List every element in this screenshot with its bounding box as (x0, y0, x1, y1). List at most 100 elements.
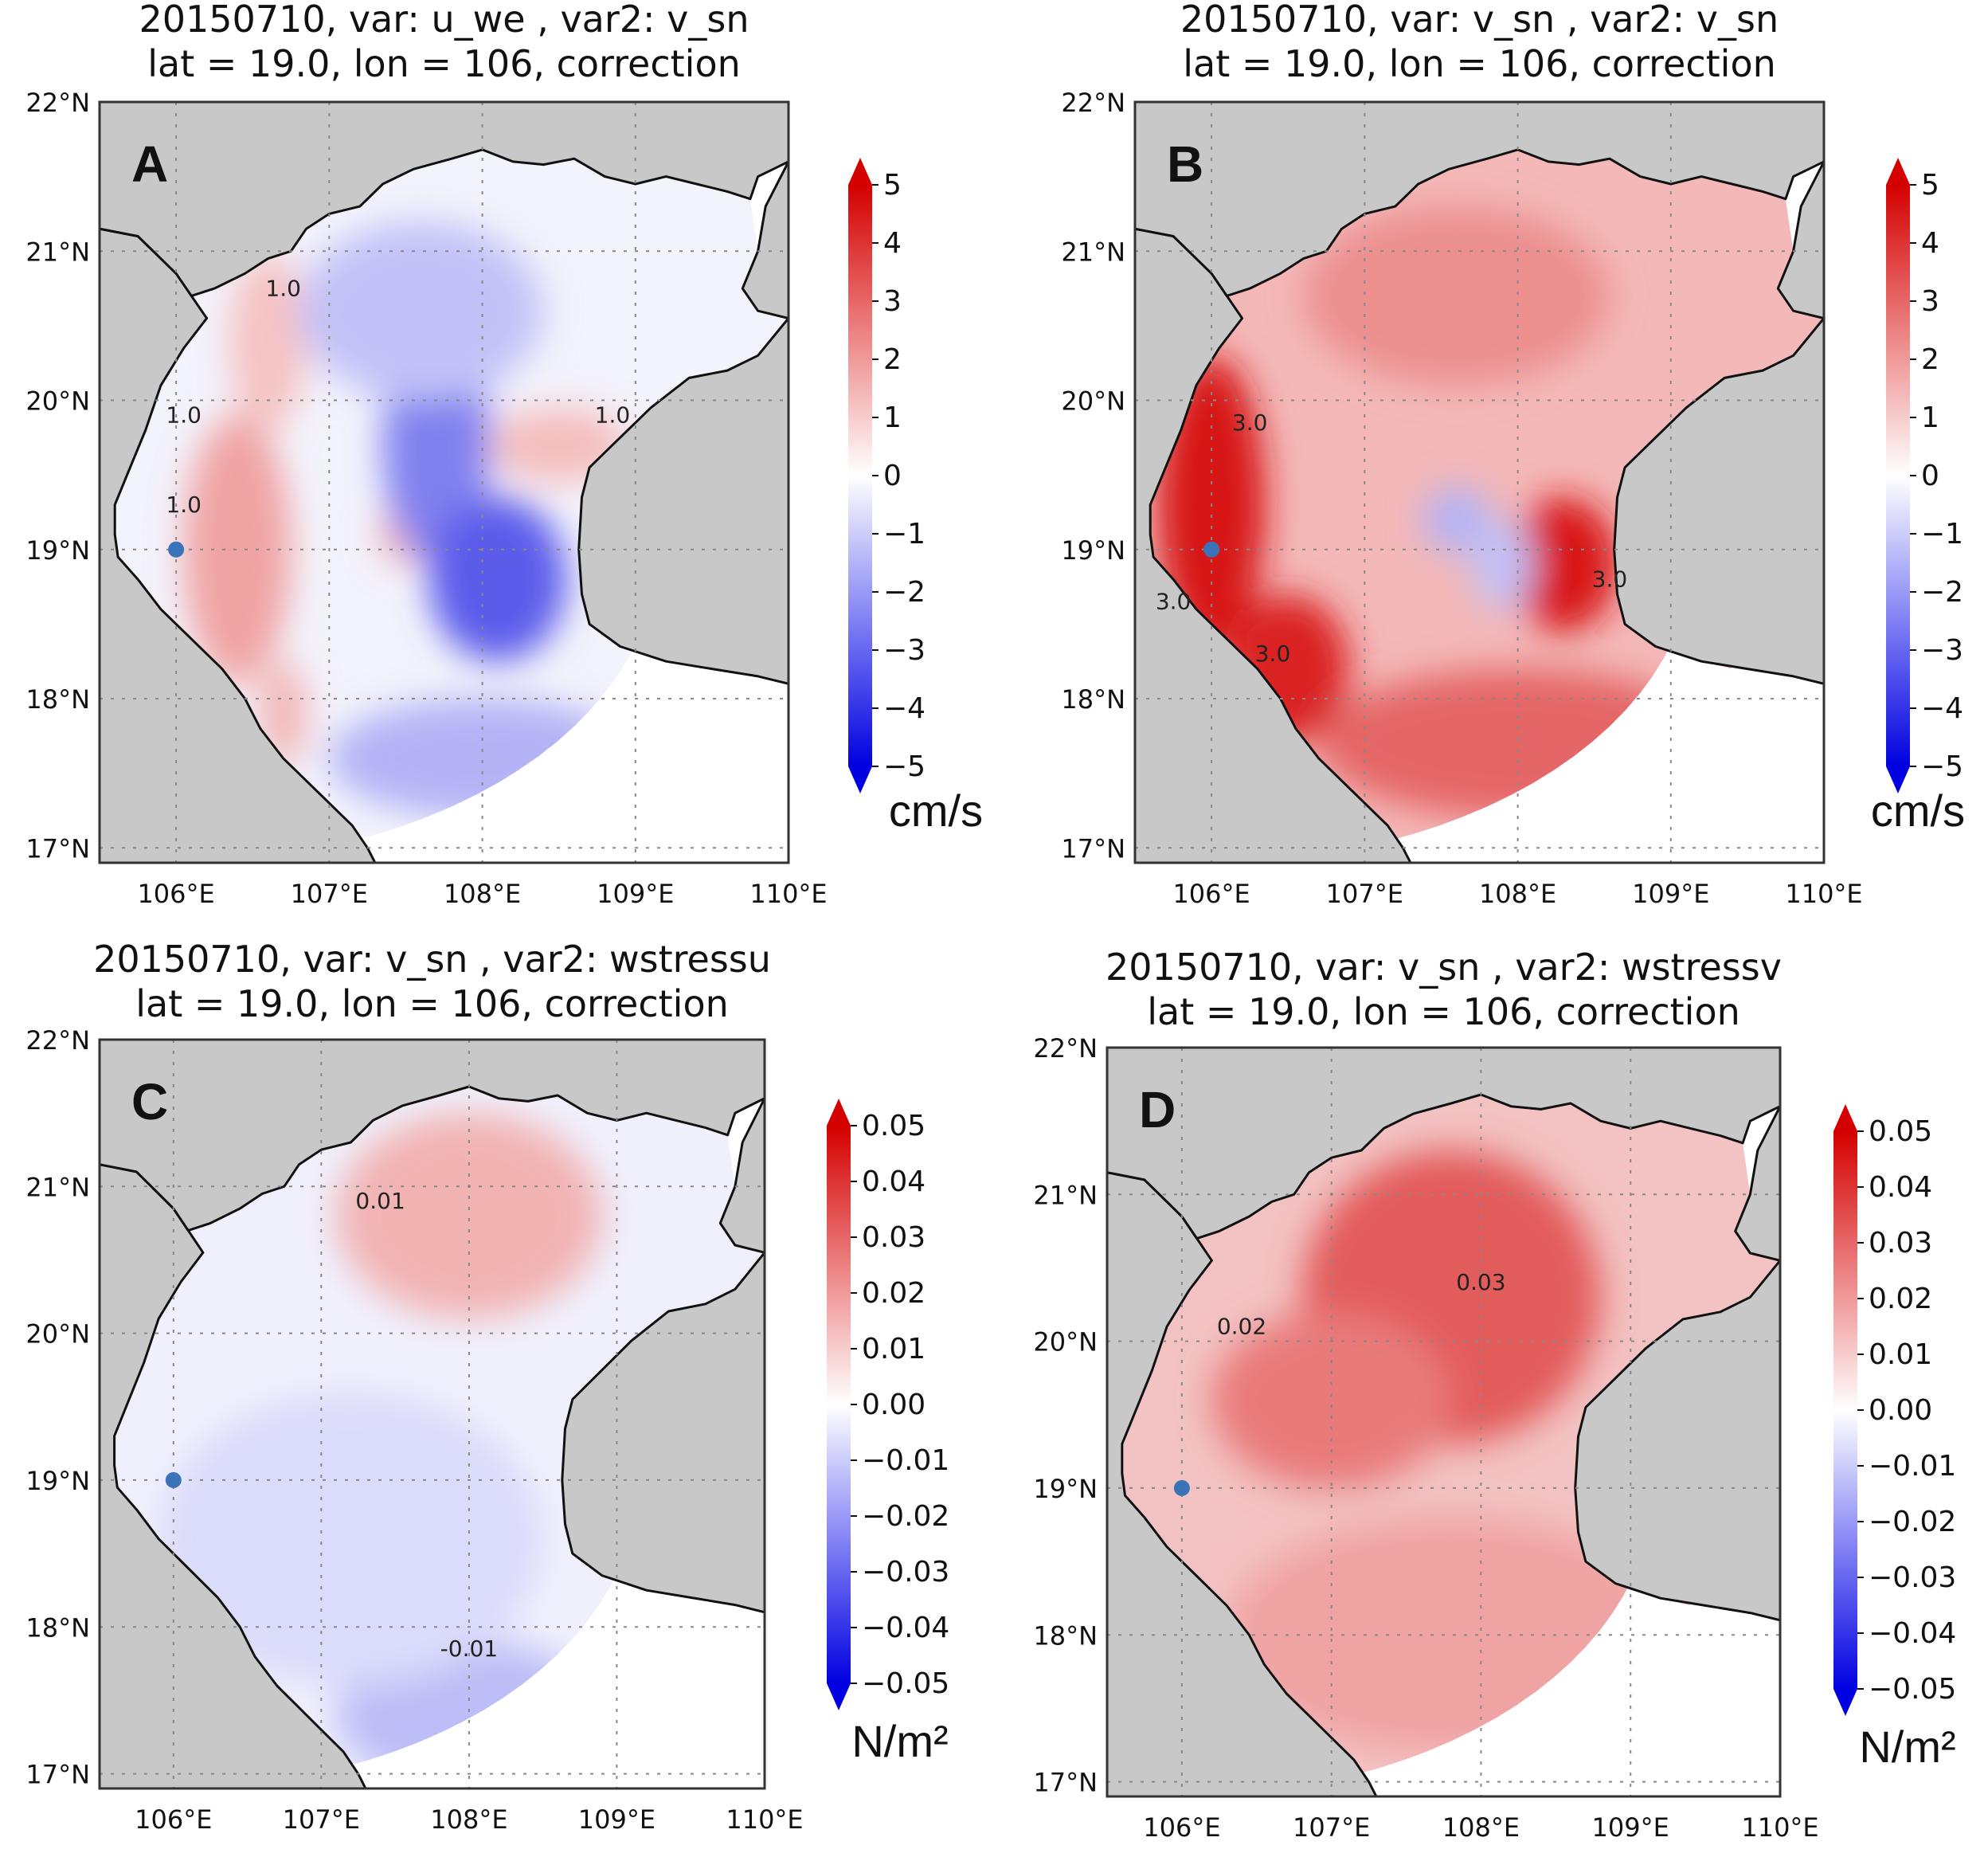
colorbar-tick-label: 5 (1921, 169, 1939, 202)
land (1135, 102, 1824, 863)
gridlines (1107, 1048, 1780, 1796)
colorbar-tick-label: 1 (883, 402, 902, 434)
colorbar-tick-label: −1 (1921, 518, 1963, 550)
landmass (1107, 1048, 1780, 1240)
x-tick-label: 109°E (578, 1804, 655, 1835)
y-tick-label: 20°N (1061, 386, 1125, 417)
y-tick-label: 18°N (25, 1612, 90, 1643)
colorbar-tick-label: 1 (1921, 402, 1939, 434)
land (1107, 1048, 1780, 1796)
panel-letter: B (1167, 135, 1203, 193)
panel-d: 20150710, var: v_sn , var2: wstressvlat … (1033, 946, 1956, 1843)
field-blob (1303, 206, 1610, 386)
contour-label: 1.0 (166, 492, 202, 518)
y-tick-label: 20°N (1033, 1327, 1098, 1357)
colorbar-gradient (848, 185, 872, 766)
colorbar-tick-label: −0.03 (1869, 1561, 1956, 1594)
colorbar-tick-label: 0 (883, 460, 902, 492)
colorbar-tick-label: 0.04 (862, 1165, 926, 1198)
panel-letter: A (131, 135, 168, 193)
x-tick-label: 110°E (1741, 1812, 1818, 1843)
panel-title-line1: 20150710, var: v_sn , var2: v_sn (1180, 0, 1779, 41)
contour-label: 1.0 (265, 275, 301, 301)
y-tick-label: 19°N (25, 535, 90, 566)
colorbar-tick-label: −0.01 (1869, 1450, 1956, 1483)
landmass (718, 1097, 765, 1254)
colorbar-top-arrow (1833, 1104, 1857, 1131)
colorbar-tick-label: 0.05 (1869, 1115, 1932, 1148)
colorbar-tick-label: −0.01 (862, 1444, 949, 1477)
field-blob (1471, 519, 1533, 609)
reference-point-marker (165, 1471, 182, 1488)
reference-point-marker (168, 541, 185, 558)
colorbar-tick-label: 0.00 (862, 1389, 926, 1421)
colorbar-tick-label: −5 (1921, 750, 1963, 783)
x-tick-label: 107°E (291, 879, 368, 909)
colorbar-tick-label: 5 (883, 169, 902, 202)
landmass (741, 160, 789, 319)
field-blob (335, 1113, 602, 1319)
panel-title-line2: lat = 19.0, lon = 106, correction (135, 982, 729, 1025)
colorbar-gradient (1886, 185, 1910, 766)
landmass (100, 1040, 765, 1232)
colorbar: 5 4 3 2 1 0 −1 −2 −3 −4 −5 (1886, 158, 1963, 793)
y-tick-label: 18°N (1033, 1620, 1098, 1651)
land (100, 1040, 765, 1788)
landmass (1734, 1105, 1780, 1262)
colorbar-tick-label: −2 (1921, 576, 1963, 609)
gridlines (1135, 102, 1824, 863)
field-blob (1509, 497, 1618, 632)
colorbar-tick-label: 0 (1921, 460, 1939, 492)
axes-frame (1106, 1046, 1782, 1798)
colorbar-tick-label: 0.01 (1869, 1338, 1932, 1371)
colorbar-bottom-arrow (1833, 1689, 1857, 1716)
landmass (1135, 102, 1824, 297)
colorbar-bottom-arrow (1886, 766, 1910, 793)
colorbar-tick-label: 0.02 (862, 1277, 926, 1310)
panel-letter: D (1139, 1081, 1176, 1138)
x-tick-label: 107°E (1326, 879, 1403, 909)
field-blob (1423, 487, 1490, 553)
colorbar-unit-label: N/m² (851, 1716, 948, 1766)
landmass (100, 227, 377, 863)
landmass (561, 1251, 765, 1614)
colorbar-tick-label: 0.03 (862, 1221, 926, 1254)
gridlines (100, 1040, 765, 1788)
reference-point-marker (1203, 541, 1220, 558)
colorbar-tick-label: 3 (1921, 285, 1939, 318)
colorbar-unit-label: N/m² (1859, 1722, 1955, 1772)
y-tick-label: 19°N (25, 1466, 90, 1496)
contour-label: 1.0 (595, 402, 631, 429)
field-blob (429, 497, 567, 662)
colorbar: 5 4 3 2 1 0 −1 −2 −3 −4 −5 (848, 158, 926, 793)
colorbar-tick-label: −4 (883, 692, 926, 725)
ocean-field (114, 1087, 765, 1774)
axes-frame (1133, 100, 1826, 864)
contour-label: 0.01 (355, 1188, 405, 1214)
y-tick-label: 22°N (25, 88, 90, 118)
contour-label: 3.0 (1592, 566, 1628, 593)
x-tick-label: 109°E (597, 879, 674, 909)
reference-point-marker (1173, 1479, 1190, 1496)
x-tick-label: 108°E (444, 879, 521, 909)
y-tick-label: 19°N (1061, 535, 1125, 566)
x-tick-label: 106°E (1143, 1812, 1220, 1843)
y-tick-label: 17°N (1033, 1768, 1098, 1798)
colorbar-tick-label: −3 (883, 634, 926, 667)
landmass (577, 317, 789, 685)
panel-title-line2: lat = 19.0, lon = 106, correction (1147, 990, 1740, 1033)
panel-c: 20150710, var: v_sn , var2: wstressulat … (25, 938, 949, 1835)
colorbar-tick-label: 0.04 (1869, 1171, 1932, 1204)
colorbar-tick-label: −1 (883, 518, 926, 550)
landmass (1613, 317, 1824, 685)
y-tick-label: 17°N (25, 833, 90, 864)
field-blob (260, 661, 307, 766)
panel-title-line2: lat = 19.0, lon = 106, correction (147, 42, 741, 85)
panel-letter: C (131, 1073, 168, 1130)
y-tick-label: 20°N (25, 386, 90, 417)
panel-title-line1: 20150710, var: v_sn , var2: wstressu (93, 938, 771, 981)
colorbar-tick-label: −0.03 (862, 1556, 949, 1589)
colorbar-tick-label: −0.04 (1869, 1617, 1956, 1650)
